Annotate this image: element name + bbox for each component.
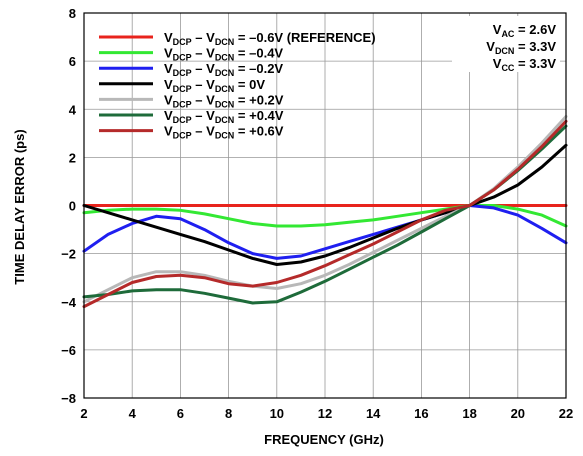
legend-label: VDCP – VDCN = –0.6V (REFERENCE) xyxy=(164,30,376,47)
x-tick-label: 12 xyxy=(318,406,332,421)
x-tick-label: 8 xyxy=(225,406,232,421)
legend-label: VDCP – VDCN = –0.4V xyxy=(164,46,283,63)
annotation-line: VAC = 2.6V xyxy=(493,22,557,39)
legend-label: VDCP – VDCN = +0.6V xyxy=(164,124,284,141)
x-tick-label: 14 xyxy=(366,406,381,421)
series-line xyxy=(82,119,568,309)
x-tick-label: 6 xyxy=(177,406,184,421)
y-tick-label: 0 xyxy=(69,199,76,214)
legend-label: VDCP – VDCN = +0.2V xyxy=(164,92,284,109)
x-tick-label: 22 xyxy=(559,406,573,421)
plot-frame xyxy=(83,12,567,399)
series-line xyxy=(82,204,568,260)
x-tick-label: 10 xyxy=(270,406,284,421)
y-tick-label: 2 xyxy=(69,150,76,165)
series-line xyxy=(82,204,568,228)
legend-label: VDCP – VDCN = +0.4V xyxy=(164,108,284,125)
series-line xyxy=(82,143,568,266)
annotation-line: VCC = 3.3V xyxy=(493,56,557,73)
axes: 2 4 6 8 10 12 14 16 18 20 22 −8 −6 −4 −2 0 2 4 6 8 xyxy=(61,6,573,421)
y-tick-label: −4 xyxy=(61,295,77,310)
y-axis-label: TIME DELAY ERROR (ps) xyxy=(12,129,27,284)
legend: VDCP – VDCN = –0.6V (REFERENCE)VDCP – VD… xyxy=(99,30,376,141)
y-tick-label: −6 xyxy=(61,343,76,358)
x-tick-label: 20 xyxy=(511,406,525,421)
series-lines xyxy=(82,115,568,309)
legend-label: VDCP – VDCN = –0.2V xyxy=(164,61,283,78)
x-tick-label: 18 xyxy=(462,406,476,421)
y-tick-label: 4 xyxy=(69,102,77,117)
x-tick-label: 16 xyxy=(414,406,428,421)
annotation-line: VDCN = 3.3V xyxy=(486,39,556,56)
x-tick-label: 4 xyxy=(129,406,137,421)
y-tick-label: −8 xyxy=(61,391,76,406)
x-axis-label: FREQUENCY (GHz) xyxy=(264,432,384,447)
legend-label: VDCP – VDCN = 0V xyxy=(164,77,265,94)
y-tick-label: 8 xyxy=(69,6,76,21)
y-tick-label: 6 xyxy=(69,54,76,69)
y-tick-label: −2 xyxy=(61,247,76,262)
annotation-background xyxy=(452,16,560,72)
x-tick-label: 2 xyxy=(80,406,87,421)
